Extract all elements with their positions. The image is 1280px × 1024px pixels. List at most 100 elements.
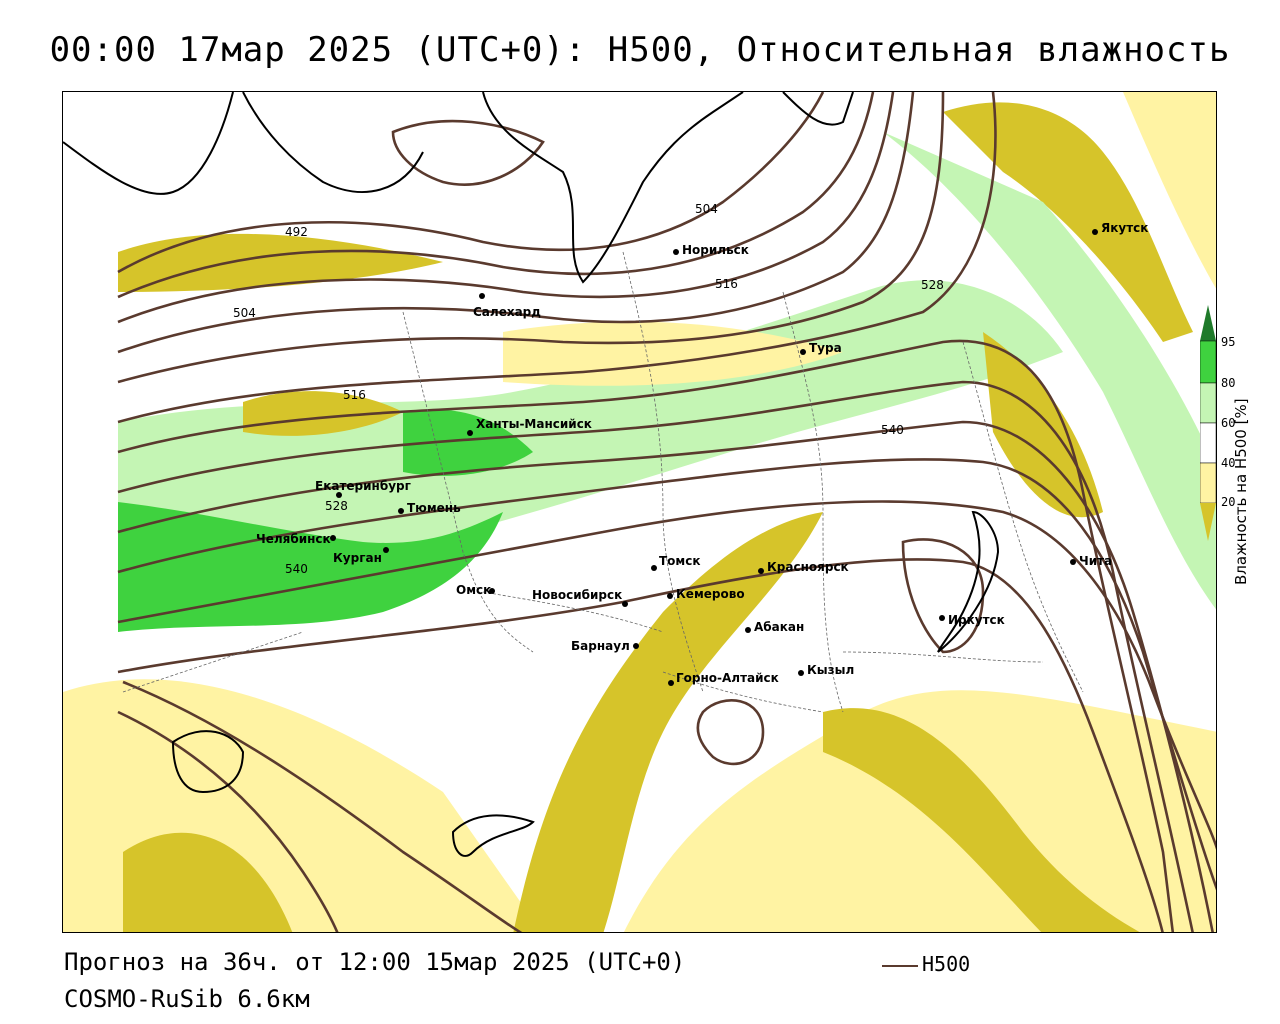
city-dot bbox=[1092, 229, 1098, 235]
city-dot bbox=[398, 508, 404, 514]
city-dot bbox=[745, 627, 751, 633]
city-label: Красноярск bbox=[767, 560, 849, 574]
h500-contour bbox=[117, 710, 339, 932]
city-label: Иркутск bbox=[948, 613, 1005, 627]
city-label: Тура bbox=[809, 341, 842, 355]
city-label: Ханты-Мансийск bbox=[476, 417, 592, 431]
humidity-area-wet bbox=[403, 409, 533, 476]
humidity-area-moist bbox=[883, 132, 1216, 610]
colorbar-tick-label: 20 bbox=[1221, 495, 1236, 509]
city-label: Кемерово bbox=[676, 587, 745, 601]
contour-legend: H500 bbox=[882, 952, 970, 976]
region-border bbox=[482, 591, 664, 633]
h500-contour bbox=[117, 92, 825, 274]
region-border bbox=[962, 341, 1084, 693]
city-dot bbox=[758, 568, 764, 574]
colorbar-tick-label: 80 bbox=[1221, 376, 1236, 390]
model-name: COSMO-RuSib 6.6км bbox=[64, 985, 310, 1013]
colorbar-bottom-arrow bbox=[1200, 503, 1216, 541]
city-label: Норильск bbox=[682, 243, 749, 257]
colorbar-top-arrow bbox=[1200, 305, 1216, 341]
contour-label-group: 492 504 504 516 516 528 528 540 540 bbox=[233, 202, 944, 576]
contour-label: 504 bbox=[695, 202, 718, 216]
city-label: Барнаул bbox=[571, 639, 630, 653]
city-label: Тюмень bbox=[407, 501, 461, 515]
h500-contour bbox=[117, 500, 1216, 850]
humidity-area-very-dry bbox=[513, 512, 823, 932]
city-dot bbox=[633, 643, 639, 649]
city-dot bbox=[383, 547, 389, 553]
h500-contours bbox=[117, 92, 1216, 932]
humidity-area-very-dry bbox=[123, 832, 293, 932]
region-border bbox=[842, 651, 1044, 663]
colorbar-segment-60-80 bbox=[1200, 382, 1216, 424]
region-border bbox=[782, 291, 844, 713]
h500-contour bbox=[117, 558, 1164, 932]
humidity-area-very-dry bbox=[243, 391, 403, 436]
city-dot bbox=[667, 593, 673, 599]
city-dot bbox=[1070, 559, 1076, 565]
humidity-area-very-dry bbox=[823, 708, 1140, 932]
city-label: Челябинск bbox=[256, 532, 331, 546]
colorbar-title: Влажность на H500 [%] bbox=[1232, 398, 1250, 585]
city-dot bbox=[939, 615, 945, 621]
colorbar-segment-80-95 bbox=[1200, 340, 1216, 384]
humidity-fields bbox=[63, 92, 1216, 932]
coastline bbox=[242, 92, 424, 193]
contour-label: 492 bbox=[285, 225, 308, 239]
region-borders bbox=[122, 251, 1084, 713]
contour-legend-line bbox=[882, 964, 918, 967]
contour-label: 504 bbox=[233, 306, 256, 320]
coastlines bbox=[63, 92, 1000, 857]
humidity-area-very-dry bbox=[983, 332, 1103, 518]
region-border bbox=[402, 311, 534, 653]
city-label: Омск bbox=[456, 583, 491, 597]
humidity-area-dry bbox=[624, 690, 1216, 932]
map-panel[interactable]: 492 504 504 516 516 528 528 540 540 Якут… bbox=[62, 91, 1217, 933]
region-border bbox=[662, 671, 824, 713]
region-border bbox=[122, 631, 304, 693]
contour-label: 528 bbox=[921, 278, 944, 292]
humidity-area-dry bbox=[1123, 92, 1216, 289]
city-label: Салехард bbox=[473, 305, 541, 319]
humidity-area-dry bbox=[503, 321, 843, 386]
h500-contour bbox=[391, 119, 545, 186]
city-dot bbox=[489, 588, 495, 594]
humidity-colorbar bbox=[1200, 305, 1216, 541]
city-markers: Якутск Норильск Салехард Тура Ханты-Манс… bbox=[256, 221, 1148, 686]
city-dot bbox=[479, 293, 485, 299]
city-dot bbox=[668, 680, 674, 686]
coastline bbox=[937, 510, 1000, 653]
coastline bbox=[451, 814, 535, 857]
colorbar-segment-20-40 bbox=[1200, 462, 1216, 504]
h500-contour bbox=[117, 92, 875, 299]
city-label: Якутск bbox=[1101, 221, 1148, 235]
city-label: Курган bbox=[333, 551, 382, 565]
contour-label: 540 bbox=[881, 423, 904, 437]
h500-contour bbox=[117, 380, 1194, 932]
city-dot bbox=[673, 249, 679, 255]
h500-contour bbox=[117, 92, 895, 324]
humidity-area-very-dry bbox=[118, 233, 443, 292]
coastline bbox=[782, 92, 854, 126]
map-title: 00:00 17мар 2025 (UTC+0): H500, Относите… bbox=[49, 30, 1231, 70]
colorbar-tick-label: 40 bbox=[1221, 456, 1236, 470]
contour-label: 516 bbox=[343, 388, 366, 402]
contour-label: 540 bbox=[285, 562, 308, 576]
city-label: Абакан bbox=[754, 620, 804, 634]
city-dot bbox=[800, 349, 806, 355]
city-label: Екатеринбург bbox=[315, 479, 411, 493]
city-label: Чита bbox=[1079, 554, 1112, 568]
colorbar-tick-label: 95 bbox=[1221, 335, 1236, 349]
city-dot bbox=[651, 565, 657, 571]
h500-contour bbox=[696, 699, 765, 766]
city-label: Горно-Алтайск bbox=[676, 671, 779, 685]
h500-contour bbox=[117, 339, 1175, 932]
city-dot bbox=[467, 430, 473, 436]
forecast-info: Прогноз на 36ч. от 12:00 15мар 2025 (UTC… bbox=[64, 948, 686, 976]
weather-map-svg: 492 504 504 516 516 528 528 540 540 Якут… bbox=[63, 92, 1216, 932]
h500-contour bbox=[117, 92, 915, 354]
city-label: Томск bbox=[659, 554, 701, 568]
city-dot bbox=[622, 601, 628, 607]
city-dot bbox=[330, 535, 336, 541]
